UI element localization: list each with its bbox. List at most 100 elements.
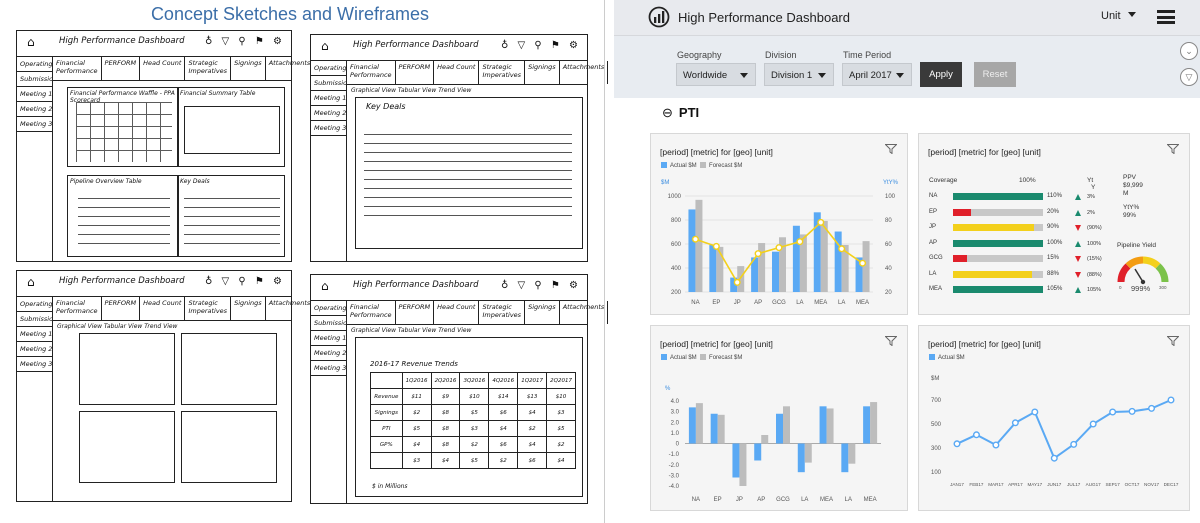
coverage-row-change: (15%): [1087, 256, 1102, 262]
trend-point: [992, 441, 1000, 449]
trend-point: [1167, 396, 1175, 404]
trend-point: [1109, 408, 1117, 416]
bar-actual: [772, 251, 779, 292]
sketch-header: ⌂ High Performance Dashboard ♁ ▽ ⚲ ⚑ ⚙: [311, 35, 587, 61]
sketch-pipeline-box: Pipeline Overview Table: [67, 175, 179, 257]
trend-point: [1011, 419, 1019, 427]
y-axis-label: %: [665, 386, 671, 392]
geography-select[interactable]: Worldwide: [676, 63, 756, 86]
card-filter-icon[interactable]: [1167, 144, 1179, 154]
triangle-up-icon: [1075, 209, 1081, 216]
y2-tick-label: 100: [885, 194, 896, 200]
coverage-row: NA 110% 3%: [919, 191, 1119, 203]
bar-actual: [855, 257, 863, 292]
sketch-table-cell: $6: [488, 404, 519, 421]
coverage-bar-fill: [953, 239, 1043, 247]
y-tick-label: 1000: [668, 194, 682, 200]
coverage-card: [period] [metric] for [geo] [unit] Cover…: [918, 133, 1190, 315]
coverage-row-label: LA: [929, 270, 937, 277]
time-period-label: Time Period: [843, 50, 892, 60]
apply-button[interactable]: Apply: [920, 62, 962, 87]
reset-button[interactable]: Reset: [974, 62, 1016, 87]
sketch-key-deals: ⌂ High Performance Dashboard ♁ ▽ ⚲ ⚑ ⚙ F…: [310, 34, 609, 262]
triangle-down-icon: [1075, 271, 1081, 278]
sketch-tab: Strategic Imperatives: [479, 301, 526, 324]
sketch-tab: Signings: [231, 297, 266, 320]
sketch-side-item: Operating Team: [17, 57, 52, 72]
coverage-bar-track: [953, 224, 1043, 231]
y-tick-label: 1.0: [671, 431, 680, 437]
coverage-row-pct: 15%: [1047, 255, 1060, 261]
trend-point: [1070, 440, 1078, 448]
y-tick-label: 100: [931, 470, 942, 476]
x-tick-label: MEA: [856, 300, 869, 306]
collapse-icon[interactable]: ⌄: [1180, 42, 1198, 60]
hamburger-menu-icon[interactable]: [1157, 10, 1175, 24]
sketch-tab: Signings: [231, 57, 266, 80]
x-tick-label: AUG17: [1086, 482, 1102, 487]
y-tick-label: -3.0: [669, 473, 680, 479]
sketch-tab: Strategic Imperatives: [185, 57, 232, 80]
sketch-side-item: Meeting 2: [311, 346, 346, 361]
sketch-graphical-view: ⌂ High Performance Dashboard ♁ ▽ ⚲ ⚑ ⚙ F…: [16, 270, 315, 502]
division-select[interactable]: Division 1: [764, 63, 834, 86]
unit-dropdown[interactable]: Unit: [1101, 10, 1136, 22]
time-period-select[interactable]: April 2017: [842, 63, 912, 86]
sketch-tabs: Financial Performance PERFORM Head Count…: [53, 297, 315, 321]
y-tick-label: -1.0: [669, 452, 680, 458]
x-tick-label: JP: [734, 300, 741, 306]
coverage-bar-track: [953, 208, 1043, 216]
sketch-side-item: Meeting 1: [17, 327, 52, 342]
legend-swatch-actual: [661, 354, 667, 360]
sketch-table-cell: $4: [517, 404, 548, 421]
card-title: [period] [metric] for [geo] [unit]: [928, 339, 1041, 349]
sketch-side-item: Meeting 2: [17, 102, 52, 117]
sketch-table-row: PTI $5 $8 $3 $4 $2 $5: [370, 420, 576, 437]
sketch-box-label: Financial Summary Table: [180, 90, 256, 97]
filter-icon[interactable]: ▽: [1180, 68, 1198, 86]
y-tick-label: 200: [671, 290, 682, 296]
coverage-row-change: 100%: [1087, 240, 1102, 247]
sketch-tabs: Financial Performance PERFORM Head Count…: [53, 57, 315, 81]
card-title: [period] [metric] for [geo] [unit]: [928, 147, 1041, 157]
x-tick-label: GCG: [772, 300, 786, 306]
sketch-tab: Head Count: [140, 297, 186, 320]
sketch-table-row: Revenue $11 $9 $10 $14 $13 $10: [370, 388, 576, 405]
sketch-table-cell: $6: [488, 436, 519, 453]
sketch-side-item: Operating Team: [17, 297, 52, 312]
coverage-row: GCG 15% (15%): [919, 253, 1119, 265]
bar-actual: [732, 443, 740, 478]
sketch-lines: [78, 190, 170, 250]
home-icon: ⌂: [27, 35, 35, 49]
trend-line: [956, 399, 1172, 460]
line-chart: $M 700 500 300 100 JAN17 FEB17 MAR17 APR17 MAY17 J…: [931, 376, 1179, 487]
sketch-table-cell: 1Q2016: [401, 372, 432, 389]
card-filter-icon[interactable]: [885, 144, 897, 154]
bar-actual: [841, 443, 849, 473]
chevron-down-icon: [1127, 12, 1136, 17]
triangle-up-icon: [1075, 287, 1081, 293]
x-tick-label: MAR17: [988, 482, 1004, 487]
legend-forecast: Forecast $M: [709, 355, 743, 361]
x-tick-label: JUL17: [1067, 482, 1081, 487]
coverage-row-label: AP: [929, 239, 938, 246]
x-tick-label: LA: [801, 497, 808, 503]
chart-legend: Actual $M Forecast $M: [661, 354, 742, 361]
sketch-table-cell: $4: [401, 436, 432, 453]
ppv-block: PPV $9,999 M: [1123, 174, 1143, 198]
card-filter-icon[interactable]: [885, 336, 897, 346]
sketch-table-cell: $5: [459, 404, 490, 421]
yty-point: [817, 218, 825, 226]
trend-point: [1050, 454, 1058, 462]
card-filter-icon[interactable]: [1167, 336, 1179, 346]
collapse-toggle-icon[interactable]: ⊖: [662, 105, 673, 120]
sketch-table-cell: $9: [430, 388, 461, 405]
sketch-table-cell: $3: [546, 404, 576, 421]
sketch-box-label: Pipeline Overview Table: [70, 178, 142, 185]
sketch-sidebar: Operating Team Submissions Meeting 1 Mee…: [17, 297, 53, 501]
bar-forecast: [820, 220, 828, 292]
yty-point: [838, 245, 846, 253]
sketch-table-cell: $6: [517, 452, 548, 469]
bar-forecast: [799, 234, 807, 292]
bar-forecast: [737, 266, 745, 292]
